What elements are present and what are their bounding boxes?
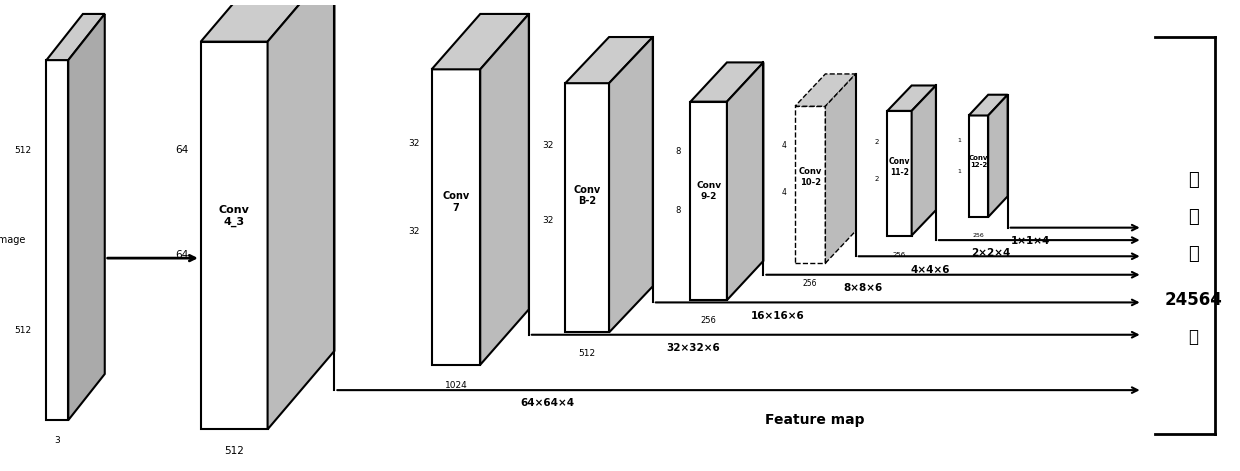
Polygon shape	[432, 69, 480, 365]
Text: 64: 64	[175, 250, 188, 260]
Text: Conv
9-2: Conv 9-2	[696, 181, 722, 201]
Text: 24564: 24564	[1164, 291, 1223, 309]
Text: Conv
10-2: Conv 10-2	[799, 167, 822, 187]
Text: 256: 256	[893, 252, 906, 258]
Text: 先: 先	[1188, 171, 1199, 189]
Polygon shape	[888, 111, 911, 236]
Polygon shape	[888, 86, 936, 111]
Text: 1: 1	[957, 138, 961, 143]
Text: Conv
12-2: Conv 12-2	[968, 154, 988, 168]
Text: 框: 框	[1188, 245, 1199, 263]
Text: 4: 4	[781, 188, 786, 197]
Text: Conv
4_3: Conv 4_3	[218, 205, 249, 227]
Text: 1×1×4: 1×1×4	[1011, 236, 1050, 246]
Text: 1: 1	[957, 169, 961, 174]
Text: 512: 512	[15, 325, 32, 334]
Text: 512: 512	[224, 446, 244, 455]
Text: 256: 256	[804, 279, 817, 288]
Polygon shape	[480, 14, 528, 365]
Text: 64: 64	[175, 145, 188, 155]
Polygon shape	[201, 0, 335, 41]
Text: Conv
B-2: Conv B-2	[574, 185, 601, 206]
Polygon shape	[609, 37, 652, 333]
Text: 2: 2	[874, 139, 879, 145]
Text: Feature map: Feature map	[765, 413, 864, 427]
Text: 512: 512	[579, 349, 595, 357]
Text: 4: 4	[781, 141, 786, 150]
Text: 256: 256	[701, 317, 717, 325]
Text: 个: 个	[1189, 328, 1199, 346]
Text: image: image	[0, 235, 26, 245]
Polygon shape	[565, 37, 652, 83]
Text: 验: 验	[1188, 208, 1199, 226]
Polygon shape	[727, 62, 764, 300]
Polygon shape	[201, 41, 268, 430]
Polygon shape	[432, 14, 528, 69]
Polygon shape	[968, 115, 988, 217]
Text: 8×8×6: 8×8×6	[843, 283, 883, 293]
Polygon shape	[691, 62, 764, 102]
Text: 1024: 1024	[445, 381, 467, 390]
Text: 2: 2	[874, 177, 879, 182]
Text: 4×4×6: 4×4×6	[910, 265, 950, 275]
Text: 32×32×6: 32×32×6	[666, 343, 719, 353]
Text: 8: 8	[676, 206, 681, 215]
Polygon shape	[565, 83, 609, 333]
Text: Conv
11-2: Conv 11-2	[889, 157, 910, 177]
Polygon shape	[795, 106, 826, 263]
Text: 16×16×6: 16×16×6	[751, 311, 805, 321]
Text: 256: 256	[972, 233, 985, 238]
Text: 2×2×4: 2×2×4	[971, 248, 1011, 259]
Text: 32: 32	[408, 227, 419, 236]
Polygon shape	[46, 60, 68, 420]
Polygon shape	[795, 74, 856, 106]
Polygon shape	[68, 14, 104, 420]
Text: 8: 8	[676, 147, 681, 156]
Polygon shape	[968, 95, 1008, 115]
Text: 32: 32	[542, 216, 553, 225]
Polygon shape	[988, 95, 1008, 217]
Polygon shape	[46, 14, 104, 60]
Polygon shape	[911, 86, 936, 236]
Polygon shape	[826, 74, 856, 263]
Polygon shape	[691, 102, 727, 300]
Text: 3: 3	[55, 436, 61, 445]
Text: 32: 32	[542, 141, 553, 150]
Text: 32: 32	[408, 138, 419, 148]
Polygon shape	[268, 0, 335, 430]
Text: Conv
7: Conv 7	[443, 192, 470, 213]
Text: 512: 512	[15, 146, 32, 154]
Text: 64×64×4: 64×64×4	[520, 398, 574, 408]
